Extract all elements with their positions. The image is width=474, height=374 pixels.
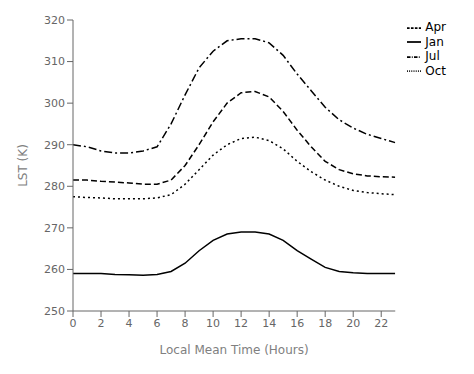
svg-text:270: 270 [44, 222, 65, 235]
svg-text:260: 260 [44, 263, 65, 276]
svg-text:4: 4 [126, 317, 133, 330]
svg-text:250: 250 [44, 305, 65, 318]
svg-text:280: 280 [44, 180, 65, 193]
svg-text:0: 0 [70, 317, 77, 330]
html-text:Oct: Oct [425, 63, 446, 78]
svg-text:310: 310 [44, 55, 65, 68]
svg-text:10: 10 [206, 317, 220, 330]
svg-text:22: 22 [374, 317, 388, 330]
svg-text:300: 300 [44, 97, 65, 110]
svg-text:LST (K): LST (K) [16, 144, 30, 187]
svg-text:18: 18 [318, 317, 332, 330]
html-text:Jul: Jul [425, 49, 440, 63]
svg-text:6: 6 [154, 317, 161, 330]
svg-text:Local Mean Time (Hours): Local Mean Time (Hours) [160, 343, 309, 357]
svg-text:320: 320 [44, 14, 65, 27]
html-text:Jan: Jan [425, 34, 444, 49]
svg-text:2: 2 [98, 317, 105, 330]
svg-text:290: 290 [44, 139, 65, 152]
svg-text:20: 20 [346, 317, 360, 330]
svg-text:14: 14 [262, 317, 276, 330]
svg-text:8: 8 [182, 317, 189, 330]
svg-text:12: 12 [234, 317, 248, 330]
html-text:Apr: Apr [425, 20, 446, 34]
svg-text:16: 16 [290, 317, 304, 330]
